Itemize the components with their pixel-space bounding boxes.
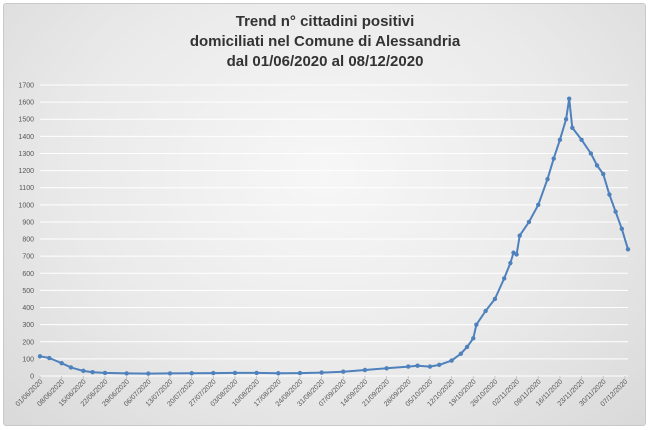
data-point — [415, 363, 420, 368]
y-tick-label: 700 — [22, 254, 34, 261]
y-tick-label: 1200 — [18, 168, 34, 175]
data-point — [276, 371, 281, 376]
data-point — [68, 365, 74, 370]
data-point — [557, 137, 563, 142]
data-point — [517, 233, 522, 238]
series-line — [39, 97, 629, 375]
data-point — [471, 336, 476, 341]
data-point — [619, 226, 625, 231]
data-point — [37, 354, 43, 359]
data-point — [570, 125, 575, 130]
data-point — [341, 369, 346, 374]
data-point — [567, 96, 572, 101]
data-point — [514, 252, 519, 257]
data-point — [102, 370, 108, 376]
y-tick-label: 1300 — [18, 151, 34, 158]
data-point — [588, 151, 594, 156]
data-point — [536, 202, 541, 208]
data-point — [362, 367, 368, 373]
y-tick-label: 100 — [22, 356, 34, 363]
y-tick-label: 1400 — [18, 134, 34, 141]
data-point — [483, 308, 488, 314]
y-tick-label: 1000 — [18, 202, 34, 209]
data-point — [474, 322, 479, 327]
data-point — [427, 364, 433, 369]
y-tick-label: 400 — [22, 305, 34, 312]
data-point — [59, 360, 64, 366]
y-tick-label: 300 — [22, 322, 34, 329]
y-tick-label: 500 — [22, 288, 34, 295]
data-point — [297, 370, 303, 376]
data-point — [406, 364, 411, 369]
data-point — [563, 117, 569, 122]
data-point — [167, 371, 173, 376]
y-tick-label: 1500 — [18, 117, 34, 124]
data-point — [232, 370, 238, 376]
y-tick-label: 800 — [22, 237, 34, 244]
y-tick-label: 1700 — [18, 83, 34, 90]
y-tick-label: 1600 — [18, 100, 34, 107]
data-point — [146, 371, 151, 376]
data-point — [189, 371, 194, 376]
chart-frame — [3, 3, 646, 426]
data-point — [458, 351, 464, 356]
data-point — [384, 366, 389, 371]
data-point — [579, 137, 584, 142]
data-point — [502, 276, 507, 281]
data-point — [601, 171, 606, 177]
y-tick-label: 1100 — [19, 185, 34, 192]
data-point — [464, 344, 470, 350]
data-point — [625, 247, 631, 252]
data-point — [81, 368, 86, 374]
data-point — [449, 358, 454, 363]
data-point — [526, 219, 532, 225]
data-point — [319, 370, 324, 375]
data-point — [90, 370, 95, 375]
data-point — [124, 371, 129, 376]
y-tick-label: 900 — [22, 219, 34, 226]
y-tick-label: 600 — [22, 271, 34, 278]
data-point — [545, 176, 550, 182]
chart-title-line-1: Trend n° cittadini positivi — [235, 13, 415, 30]
data-point — [492, 296, 498, 302]
data-point — [47, 355, 52, 361]
data-point — [508, 260, 513, 266]
data-point — [607, 192, 612, 197]
chart-title-line-2: domiciliati nel Comune di Alessandria — [189, 33, 461, 50]
data-point — [594, 163, 600, 168]
data-point — [211, 370, 216, 376]
chart-title-line-3: dal 01/06/2020 al 08/12/2020 — [226, 53, 424, 70]
data-point — [551, 156, 556, 161]
y-tick-label: 0 — [30, 374, 34, 381]
data-point — [254, 370, 259, 376]
y-tick-label: 200 — [22, 339, 34, 346]
data-point — [613, 209, 618, 214]
data-point — [437, 362, 442, 368]
chart-title: Trend n° cittadini positivi domiciliati … — [0, 12, 650, 72]
